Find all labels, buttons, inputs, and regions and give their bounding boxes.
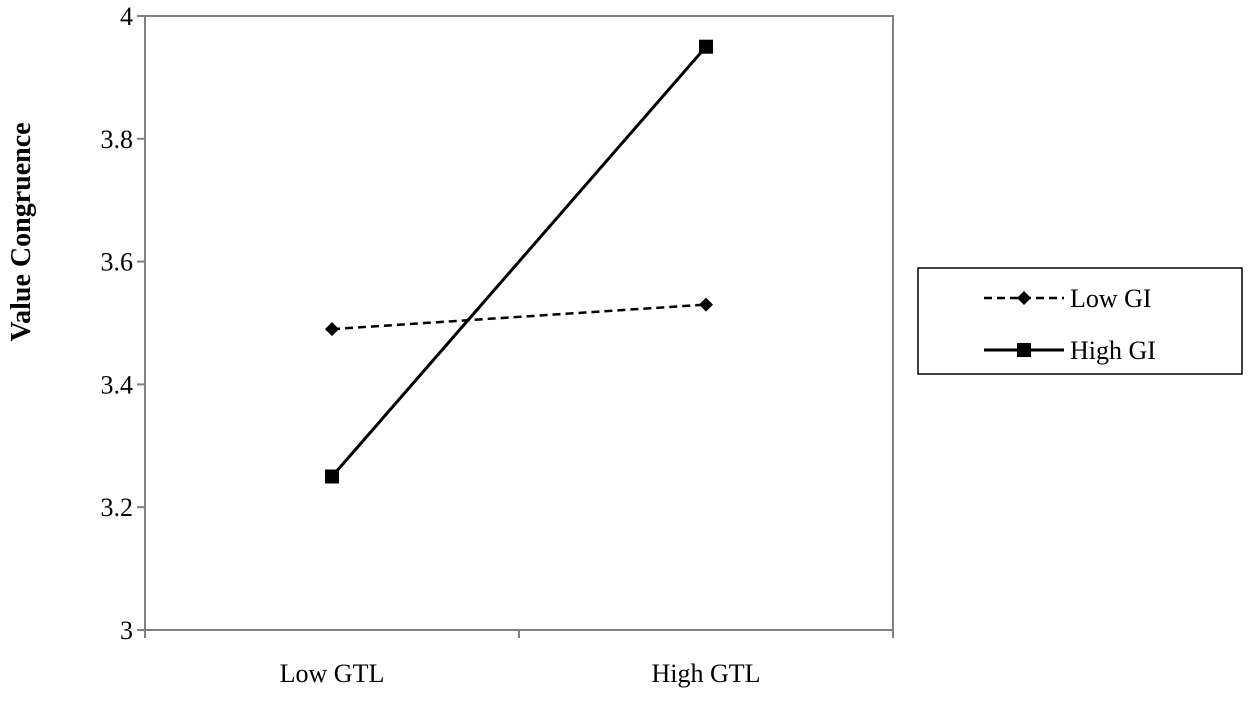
series-line-0 bbox=[331, 303, 707, 331]
y-tick-label: 3.2 bbox=[101, 493, 134, 522]
legend-label: High GI bbox=[1070, 336, 1156, 365]
y-tick-label: 3.6 bbox=[101, 248, 134, 277]
legend-marker-0 bbox=[1017, 291, 1031, 305]
y-tick-label: 3 bbox=[120, 616, 133, 645]
legend-box bbox=[917, 267, 1243, 375]
data-point bbox=[325, 322, 339, 337]
series-line-1 bbox=[330, 45, 708, 478]
data-point bbox=[325, 469, 339, 484]
plot-frame bbox=[144, 15, 894, 631]
legend: Low GI High GI bbox=[917, 267, 1243, 375]
y-axis-title: Value Congruence bbox=[6, 122, 37, 341]
plot-area: 3 3.2 3.4 3.6 3.8 4 Low GTL High GTL bbox=[101, 2, 894, 688]
x-tick-label: High GTL bbox=[651, 659, 760, 688]
y-tick-label: 3.4 bbox=[101, 370, 134, 399]
y-tick-label: 3.8 bbox=[101, 125, 134, 154]
legend-label: Low GI bbox=[1070, 284, 1152, 313]
data-point bbox=[699, 297, 713, 312]
data-point bbox=[699, 39, 713, 54]
x-tick-label: Low GTL bbox=[280, 659, 385, 688]
y-tick-label: 4 bbox=[120, 2, 133, 31]
legend-marker-1 bbox=[1017, 343, 1031, 357]
